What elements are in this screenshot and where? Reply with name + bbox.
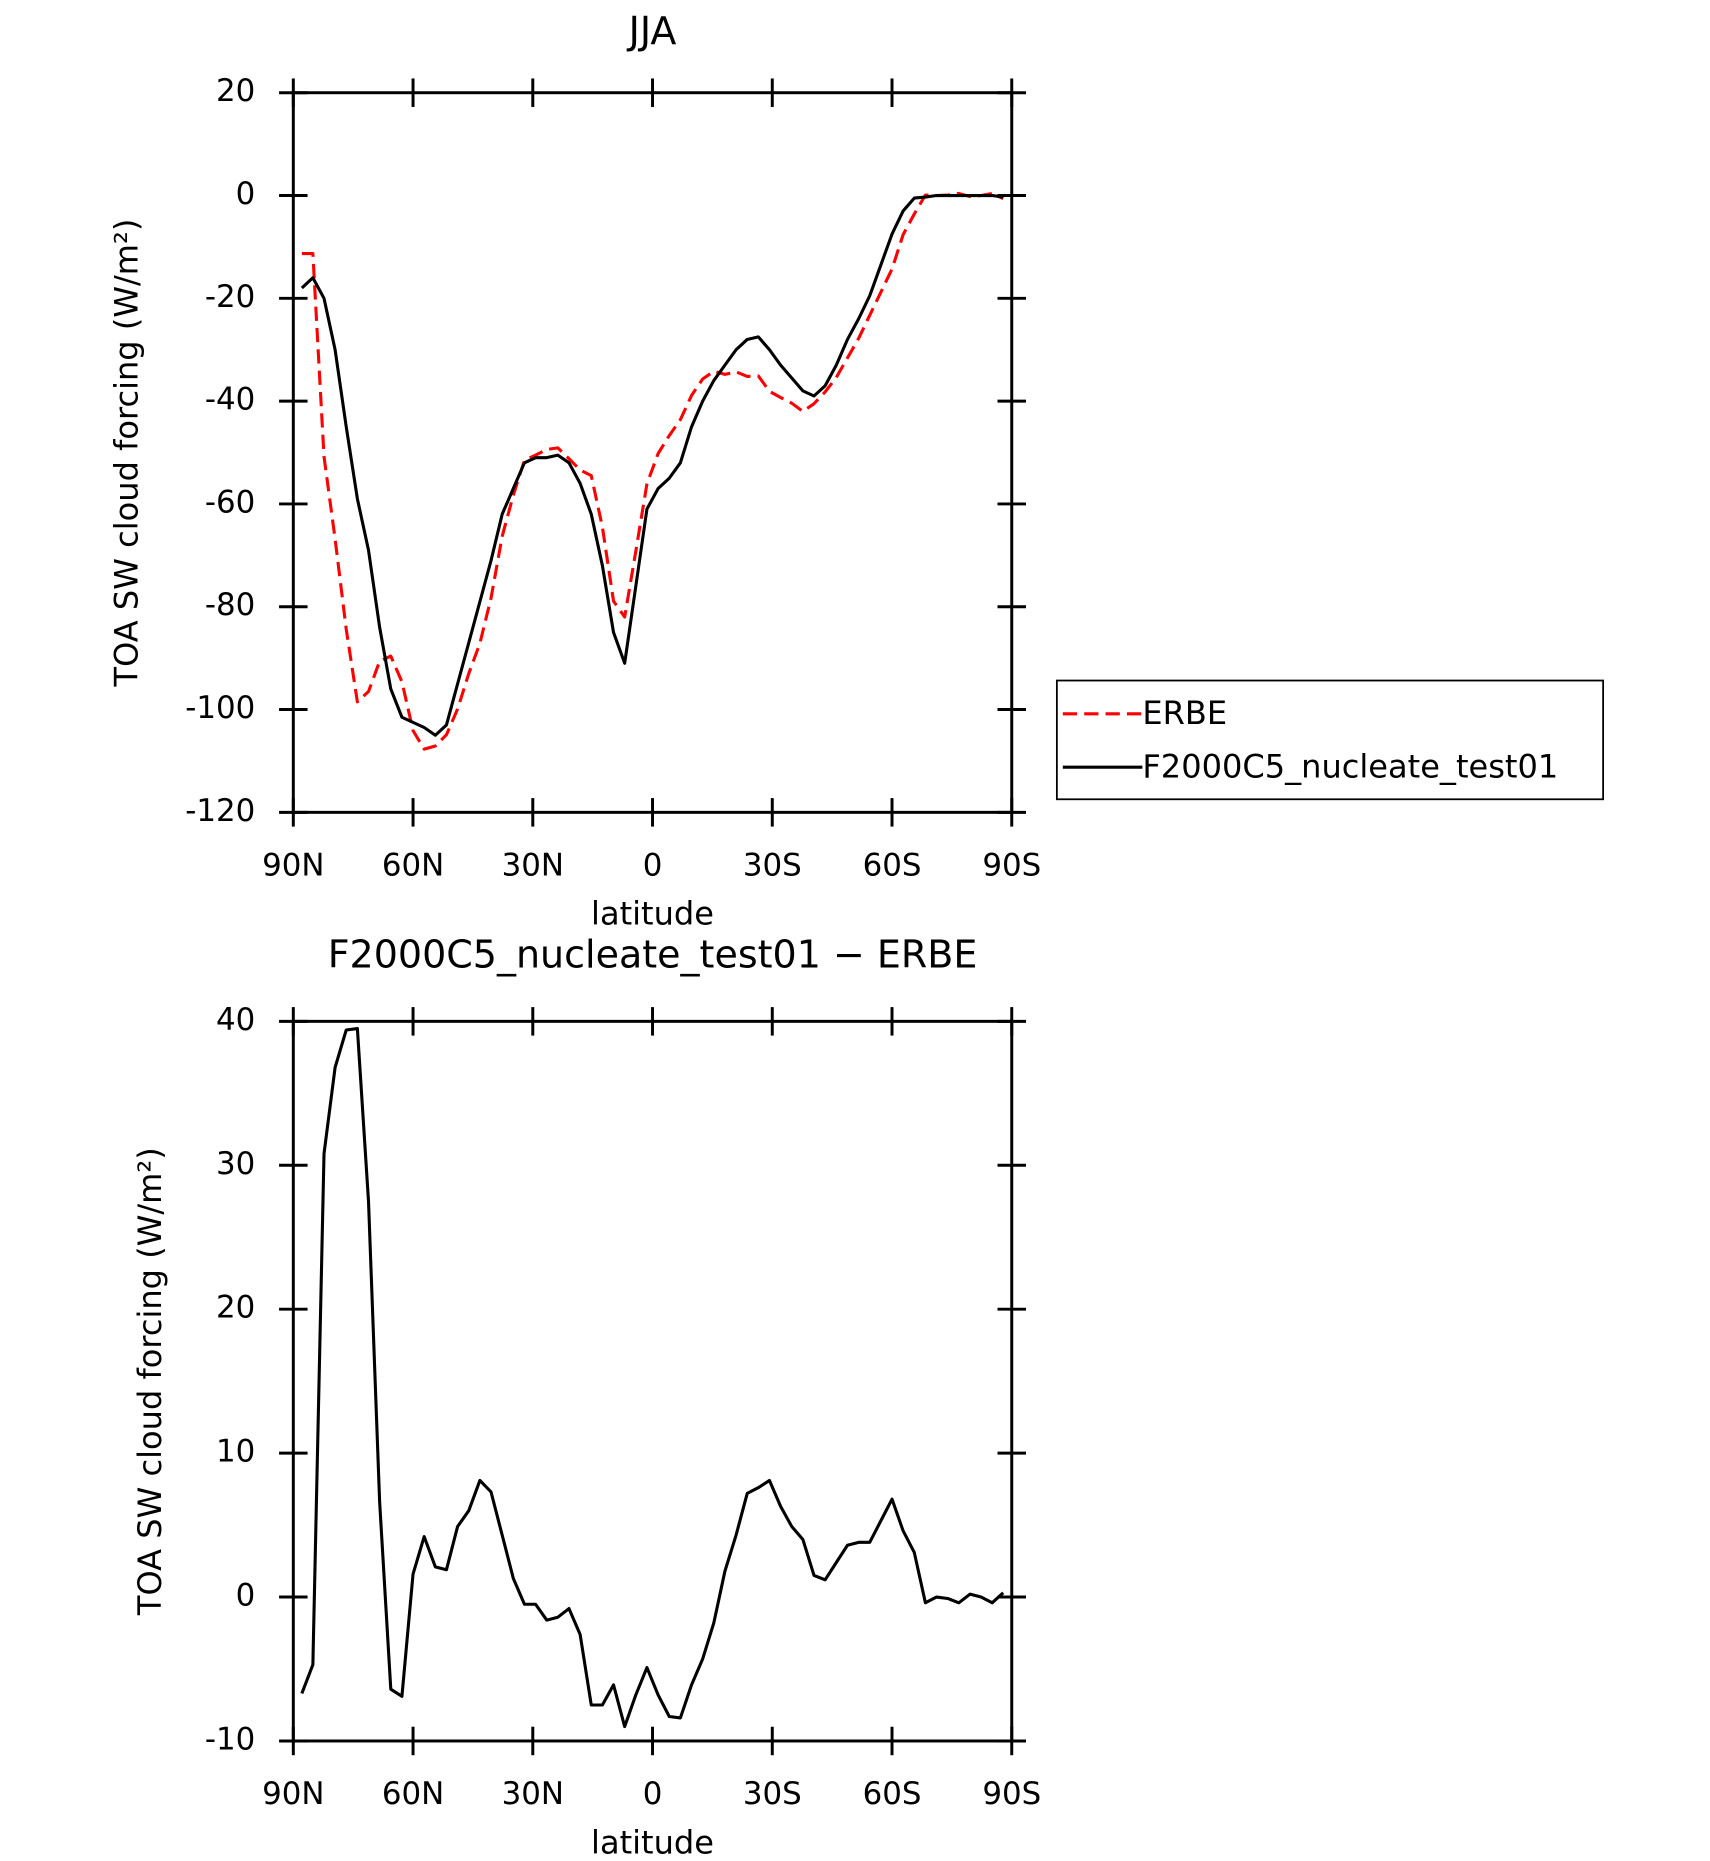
x-tick-label: 30S — [743, 1776, 802, 1812]
x-tick-label: 90S — [982, 847, 1041, 883]
y-tick-label: -80 — [205, 587, 255, 623]
plot-frame — [291, 91, 1014, 814]
x-tick-label: 60N — [382, 847, 444, 883]
y-tick-label: 10 — [216, 1434, 255, 1470]
chart-title: JJA — [627, 9, 677, 53]
y-tick-label: 20 — [216, 73, 255, 109]
chart-title: F2000C5_nucleate_test01 − ERBE — [328, 933, 978, 977]
y-tick-label: 0 — [236, 1578, 256, 1614]
legend-box — [1055, 679, 1605, 801]
x-tick-label: 0 — [643, 1776, 663, 1812]
legend-label: F2000C5_nucleate_test01 — [1142, 747, 1558, 785]
y-tick-label: 0 — [236, 176, 256, 212]
y-tick-label: 30 — [216, 1146, 255, 1182]
x-tick-label: 90N — [262, 847, 324, 883]
legend-label: ERBE — [1142, 694, 1227, 732]
y-tick-label: -120 — [185, 793, 255, 829]
y-tick-label: 40 — [216, 1002, 255, 1038]
x-tick-label: 60S — [863, 1776, 922, 1812]
x-tick-label: 30S — [743, 847, 802, 883]
y-tick-label: 20 — [216, 1290, 255, 1326]
x-tick-label: 30N — [502, 1776, 564, 1812]
y-axis-label: TOA SW cloud forcing (W/m²) — [107, 219, 145, 688]
data-line — [300, 1026, 1005, 1729]
x-tick-label: 90S — [982, 1776, 1041, 1812]
plot-frame — [291, 1019, 1014, 1743]
data-line — [301, 191, 1004, 751]
x-tick-label: 30N — [502, 847, 564, 883]
x-axis-label: latitude — [591, 1823, 714, 1861]
x-tick-label: 0 — [643, 847, 663, 883]
y-tick-label: -40 — [205, 382, 255, 418]
x-axis-label: latitude — [591, 895, 714, 933]
y-tick-label: -100 — [185, 690, 255, 726]
x-tick-label: 60N — [382, 1776, 444, 1812]
y-axis-label: TOA SW cloud forcing (W/m²) — [131, 1147, 169, 1616]
y-tick-label: -60 — [205, 484, 255, 520]
y-tick-label: -20 — [205, 279, 255, 315]
x-tick-label: 60S — [863, 847, 922, 883]
data-line — [300, 193, 1004, 737]
x-tick-label: 90N — [262, 1776, 324, 1812]
y-tick-label: -10 — [205, 1721, 255, 1757]
